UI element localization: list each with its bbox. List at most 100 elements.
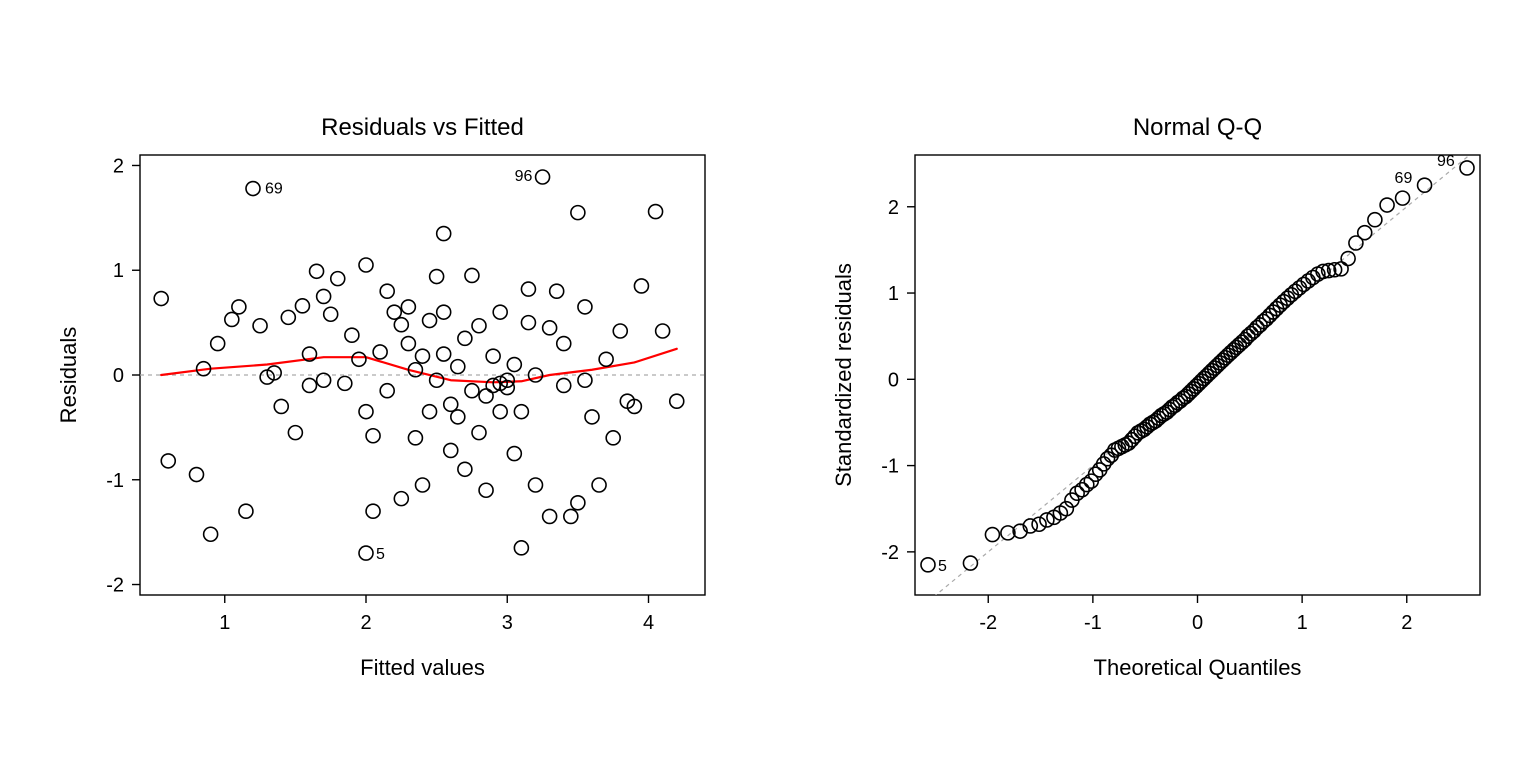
x-tick-label: 1 (1297, 612, 1308, 634)
qq-point (921, 558, 935, 572)
residual-point (514, 405, 528, 419)
residual-point (430, 270, 444, 284)
residual-point (493, 305, 507, 319)
residual-point (288, 426, 302, 440)
residual-point (529, 478, 543, 492)
residual-point (317, 373, 331, 387)
x-tick-label: 4 (643, 612, 654, 634)
residual-point (373, 345, 387, 359)
residual-point (408, 431, 422, 445)
residual-point (359, 258, 373, 272)
qq-point (1460, 161, 1474, 175)
point-annotation: 5 (376, 546, 385, 563)
y-tick-label: -1 (106, 470, 124, 492)
residual-point (564, 509, 578, 523)
residual-point (317, 289, 331, 303)
residual-point (303, 378, 317, 392)
residual-point (670, 394, 684, 408)
qq-point (1301, 274, 1315, 288)
residual-point (423, 314, 437, 328)
residual-point (444, 443, 458, 457)
residual-point (394, 492, 408, 506)
residual-point (161, 454, 175, 468)
residual-point (253, 319, 267, 333)
residual-point (550, 284, 564, 298)
residual-point (437, 347, 451, 361)
y-tick-label: 1 (113, 260, 124, 282)
left-title: Residuals vs Fitted (321, 114, 524, 141)
right-xlabel: Theoretical Quantiles (1094, 655, 1302, 680)
y-tick-label: 2 (888, 197, 899, 219)
residual-point (493, 405, 507, 419)
residual-point (394, 318, 408, 332)
residual-point (359, 546, 373, 560)
x-tick-label: 0 (1192, 612, 1203, 634)
qq-point (1396, 191, 1410, 205)
residual-point (521, 316, 535, 330)
residual-point (281, 310, 295, 324)
residual-point (479, 483, 493, 497)
residual-point (649, 205, 663, 219)
residual-point (352, 352, 366, 366)
point-annotation: 96 (1437, 153, 1455, 170)
residual-point (557, 378, 571, 392)
residual-point (423, 405, 437, 419)
residual-point (345, 328, 359, 342)
residual-point (472, 319, 486, 333)
residual-point (366, 429, 380, 443)
left-plot-area: 69965 (140, 168, 705, 563)
residual-point (514, 541, 528, 555)
residual-point (592, 478, 606, 492)
residual-point (359, 405, 373, 419)
x-tick-label: -2 (979, 612, 997, 634)
residual-point (543, 509, 557, 523)
residual-point (190, 468, 204, 482)
y-tick-label: 2 (113, 155, 124, 177)
residual-point (437, 305, 451, 319)
qq-point (1418, 178, 1432, 192)
residual-point (571, 206, 585, 220)
residual-point (521, 282, 535, 296)
right-plot-area: 56996 (915, 146, 1480, 612)
left-xlabel: Fitted values (360, 655, 485, 680)
right-panel: -2-1012-2-1012Normal Q-QTheoretical Quan… (831, 114, 1480, 680)
residual-point (486, 349, 500, 363)
residual-point (366, 504, 380, 518)
y-tick-label: -1 (881, 456, 899, 478)
qq-point (1032, 517, 1046, 531)
residual-point (465, 268, 479, 282)
residual-point (401, 300, 415, 314)
residual-point (246, 182, 260, 196)
point-annotation: 69 (265, 181, 283, 198)
qq-point (1306, 271, 1320, 285)
residual-point (416, 478, 430, 492)
residual-point (310, 264, 324, 278)
residual-point (338, 376, 352, 390)
diagnostic-plots-figure: 1234-2-1012Residuals vs FittedFitted val… (0, 0, 1536, 768)
x-tick-label: 2 (360, 612, 371, 634)
residual-point (472, 426, 486, 440)
qq-point (1358, 226, 1372, 240)
residual-point (599, 352, 613, 366)
left-panel: 1234-2-1012Residuals vs FittedFitted val… (56, 114, 705, 680)
residual-point (387, 305, 401, 319)
residual-point (458, 331, 472, 345)
residual-point (578, 300, 592, 314)
residual-point (239, 504, 253, 518)
y-tick-label: 0 (888, 369, 899, 391)
residual-point (543, 321, 557, 335)
qq-point (985, 528, 999, 542)
residual-point (606, 431, 620, 445)
residual-point (295, 299, 309, 313)
residual-point (585, 410, 599, 424)
residual-point (204, 527, 218, 541)
x-tick-label: 1 (219, 612, 230, 634)
residual-point (437, 227, 451, 241)
residual-point (465, 384, 479, 398)
residual-point (536, 170, 550, 184)
right-title: Normal Q-Q (1133, 114, 1262, 141)
residual-point (656, 324, 670, 338)
y-tick-label: 1 (888, 283, 899, 305)
residual-point (458, 462, 472, 476)
residual-point (324, 307, 338, 321)
